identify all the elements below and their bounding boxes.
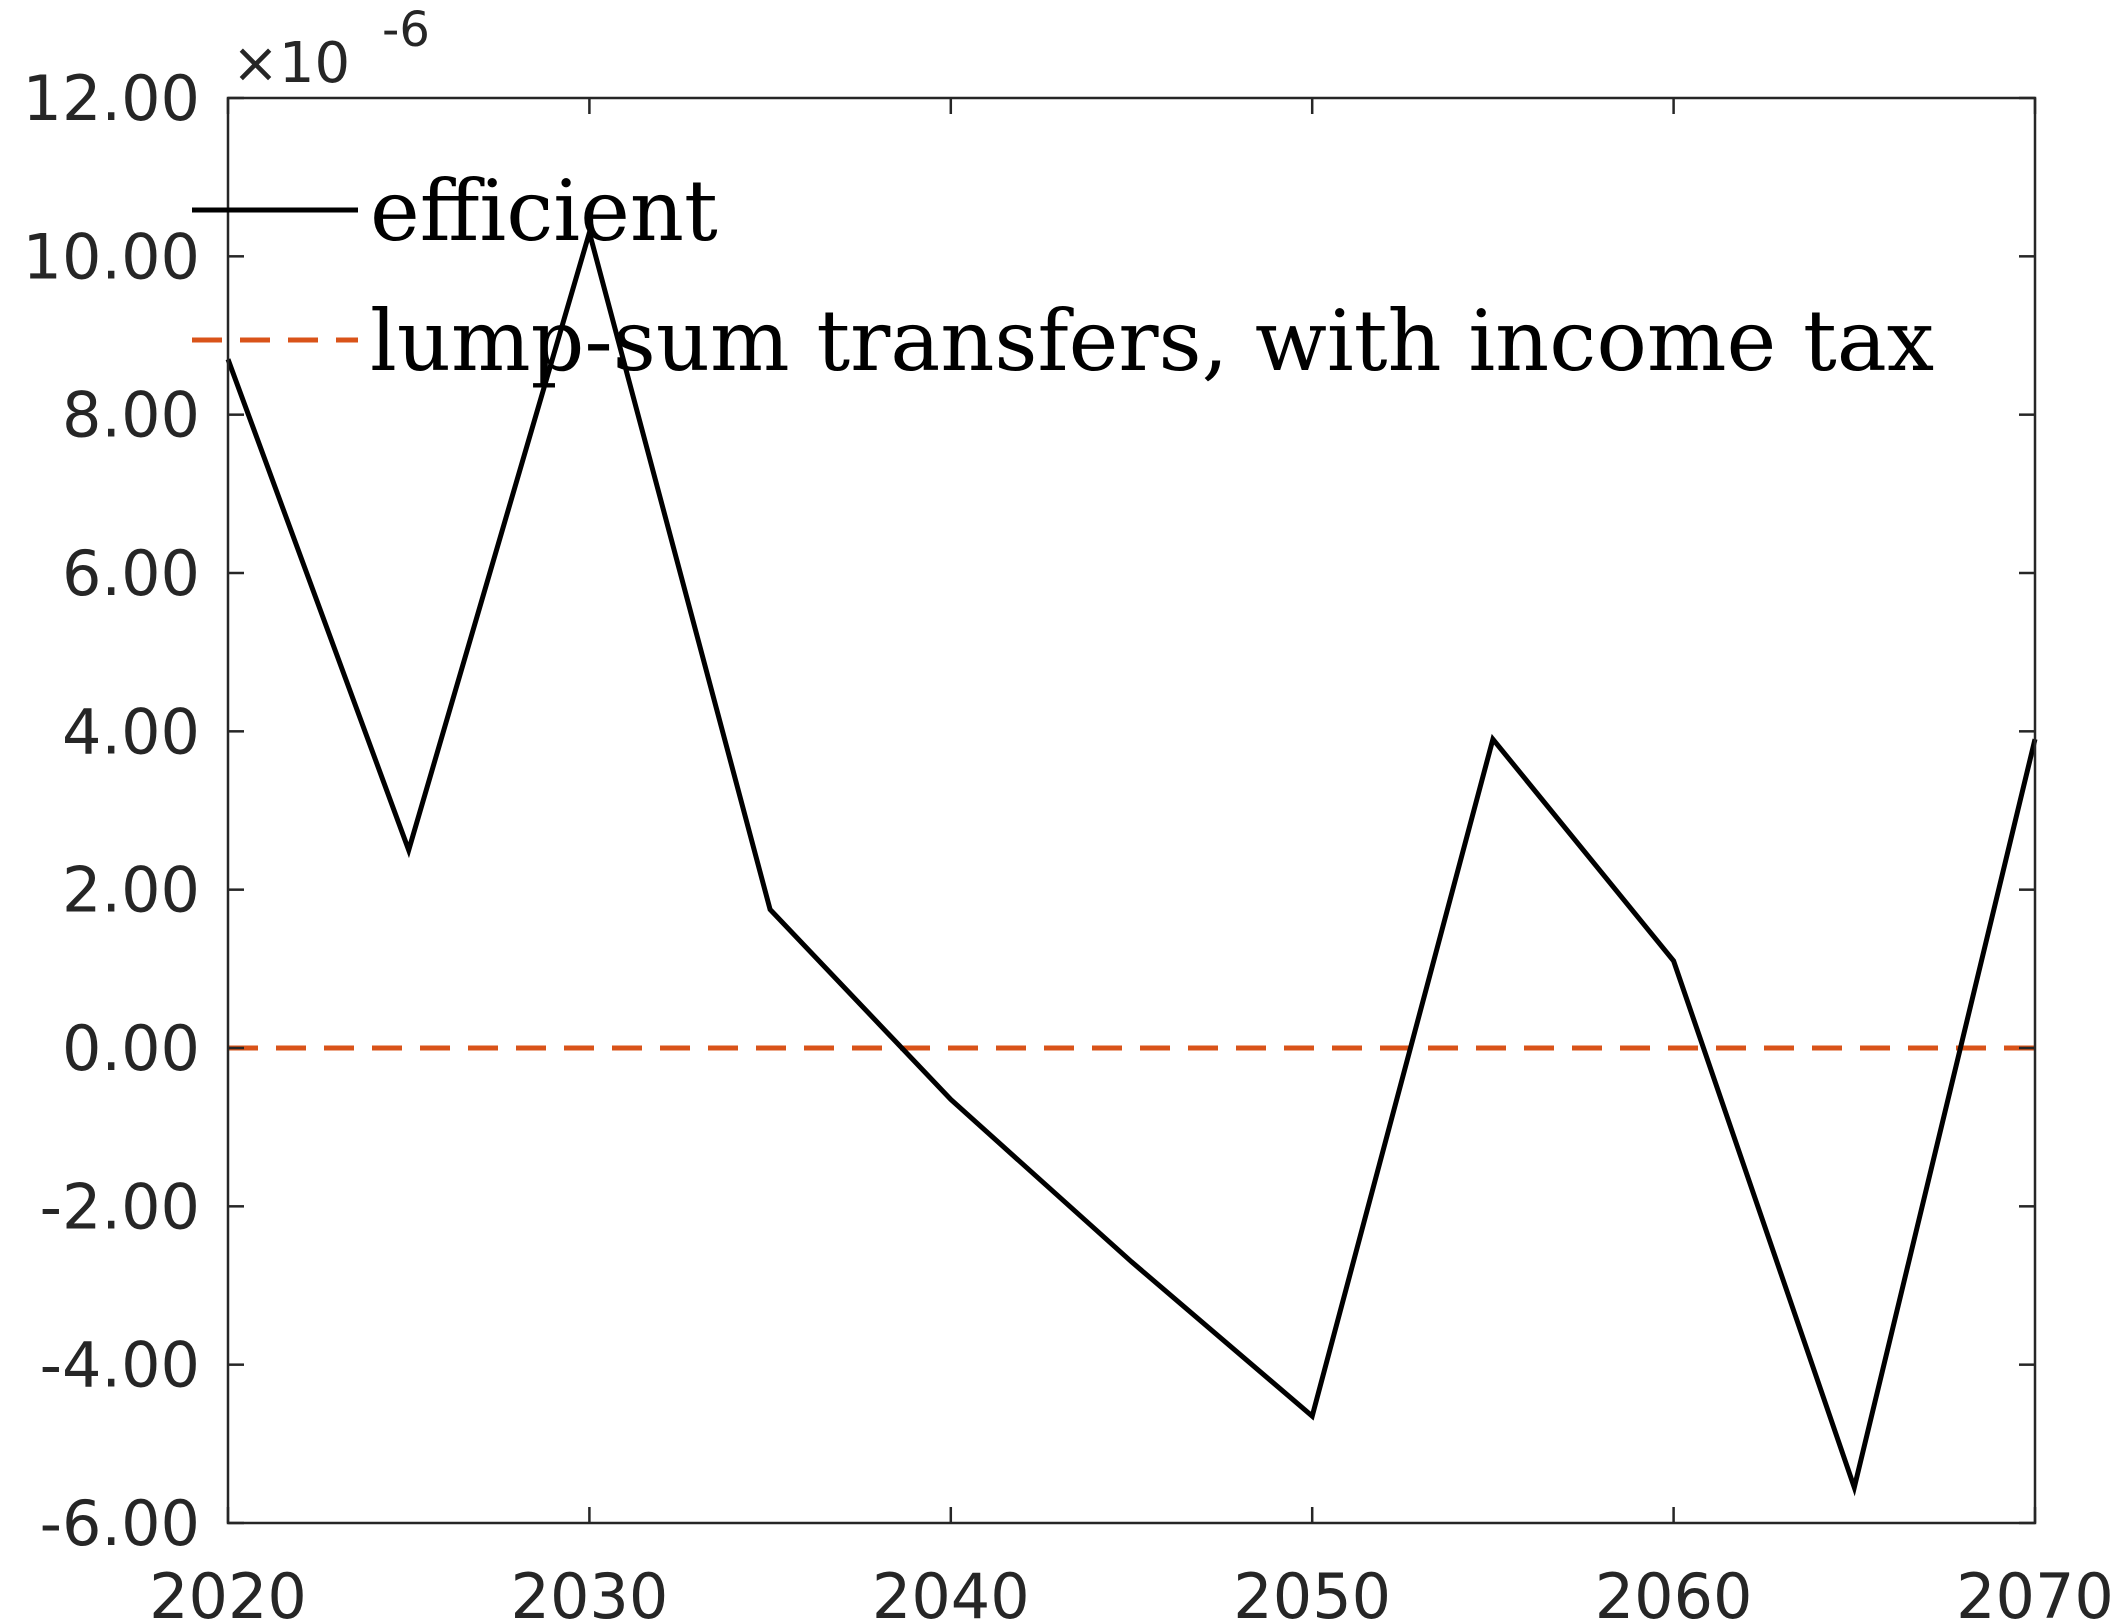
legend-label-1: efficient [370, 162, 718, 260]
y-tick-label: 8.00 [62, 379, 200, 452]
x-tick-label: 2030 [511, 1560, 669, 1622]
y-axis-exponent: ×10 -6 [232, 2, 430, 96]
y-tick-label: 4.00 [62, 695, 200, 768]
legend: efficient lump-sum transfers, with income… [192, 162, 1934, 390]
y-tick-label: 6.00 [62, 537, 200, 610]
exponent-times-ten: ×10 [232, 31, 350, 96]
series-line-1 [225, 223, 2038, 1497]
y-tick-label: -2.00 [40, 1170, 200, 1243]
exponent-power: -6 [382, 2, 430, 58]
x-tick-label: 2040 [872, 1560, 1030, 1622]
y-tick-label: 12.00 [23, 62, 201, 135]
tick-marks [226, 96, 2037, 1525]
legend-label-2: lump-sum transfers, with income tax [370, 292, 1934, 390]
y-tick-label: 10.00 [23, 220, 201, 293]
y-tick-label: 0.00 [62, 1012, 200, 1085]
y-tick-label: 2.00 [62, 854, 200, 927]
x-tick-label: 2070 [1956, 1560, 2114, 1622]
y-tick-label: -4.00 [40, 1329, 200, 1402]
x-tick-label: 2060 [1595, 1560, 1753, 1622]
x-tick-label: 2050 [1233, 1560, 1391, 1622]
x-axis-tick-labels: 2020 2030 2040 2050 2060 2070 [149, 1560, 2114, 1622]
x-tick-label: 2020 [149, 1560, 307, 1622]
y-axis-tick-labels: -6.00 -4.00 -2.00 0.00 2.00 4.00 6.00 8.00 10.00… [23, 62, 201, 1560]
series-layer [225, 223, 2038, 1497]
y-tick-label: -6.00 [40, 1487, 200, 1560]
plot-area-frame [226, 96, 2037, 1525]
